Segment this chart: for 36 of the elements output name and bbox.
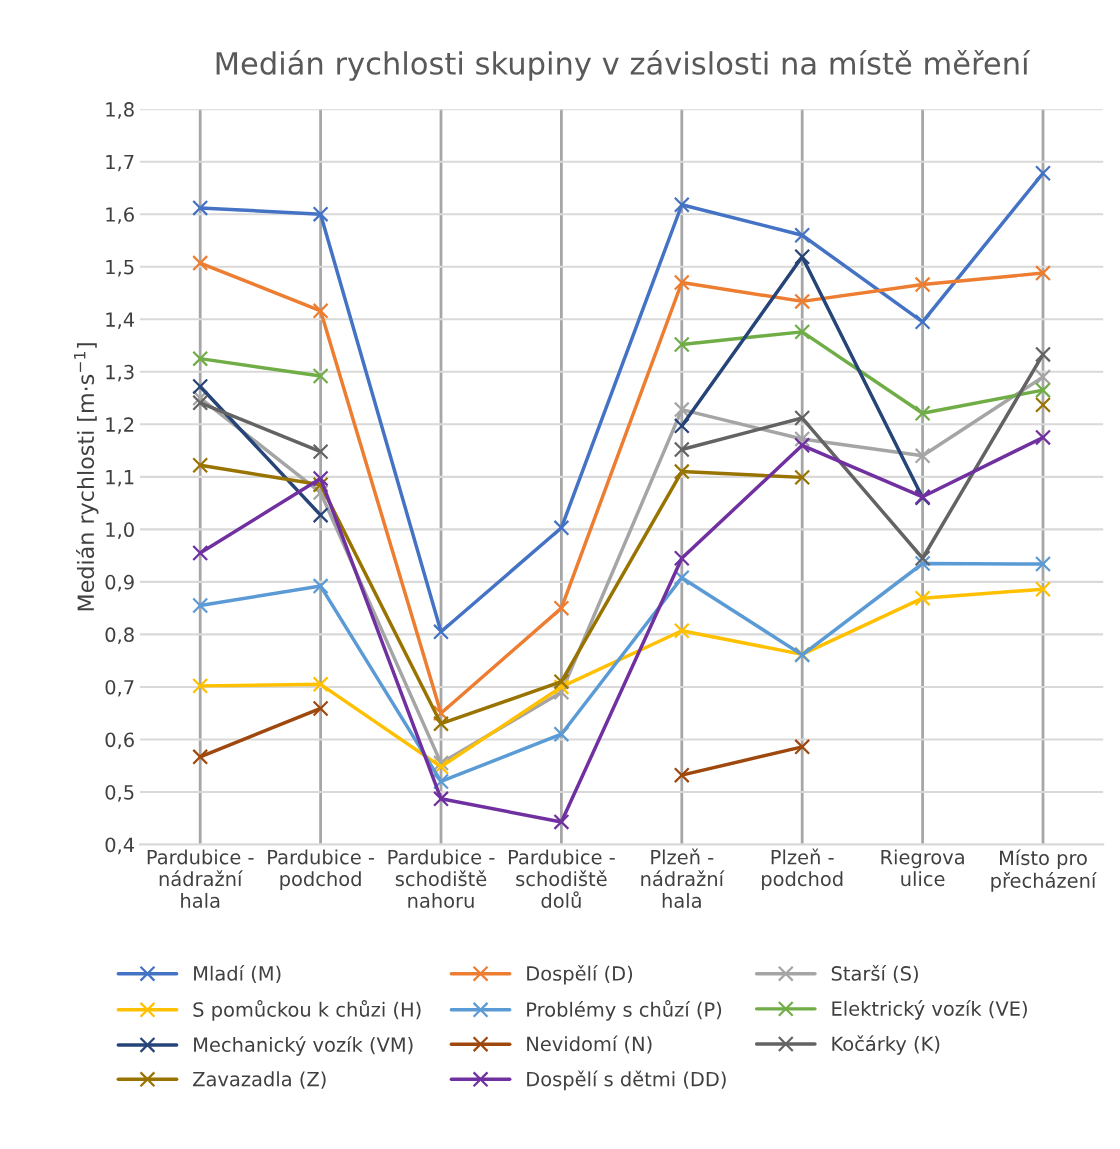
legend-label: Mladí (M) xyxy=(194,964,281,984)
y-tick-label: 1,7 xyxy=(106,154,134,172)
x-tick-label: Pardubice - schodiště dolů xyxy=(508,849,615,908)
x-tick-label: Pardubice - nádražní hala xyxy=(147,849,254,908)
y-tick-label: 1,6 xyxy=(106,207,134,224)
y-tick-label: 1,8 xyxy=(106,102,134,119)
y-tick-label: 1,3 xyxy=(106,364,134,382)
x-tick-label: Riegrova ulice xyxy=(881,849,964,887)
y-tick-label: 1,2 xyxy=(106,417,134,434)
x-tick-label: Pardubice - podchod xyxy=(268,849,374,890)
y-tick-label: 0,7 xyxy=(105,679,134,697)
legend-label: Nevidomí (N) xyxy=(527,1035,652,1054)
legend-label: Kočárky (K) xyxy=(832,1035,940,1055)
legend-label: Starší (S) xyxy=(831,964,918,984)
x-tick-label: Plzeň - podchod xyxy=(762,848,843,890)
y-tick-label: 1,4 xyxy=(106,312,135,329)
y-tick-label: 1,1 xyxy=(106,470,134,487)
y-tick-label: 1,5 xyxy=(106,259,134,277)
legend-label: Dospělí s dětmi (DD) xyxy=(527,1070,726,1091)
x-tick-label: Místo pro přecházení xyxy=(991,849,1097,892)
legend-label: Zavazadla (Z) xyxy=(193,1071,326,1089)
legend-label: Elektrický vozík (VE) xyxy=(832,1000,1027,1020)
legend-label: S pomůckou k chůzi (H) xyxy=(193,1000,421,1021)
y-tick-label: 0,9 xyxy=(105,574,134,592)
y-tick-label: 0,4 xyxy=(105,837,135,855)
legend-label: Problémy s chůzí (P) xyxy=(527,1000,722,1021)
y-tick-label: 0,5 xyxy=(105,784,134,802)
chart-title: Medián rychlosti skupiny v závislosti na místě měření xyxy=(216,49,1031,81)
y-tick-label: 0,6 xyxy=(105,732,134,750)
x-tick-label: Pardubice - schodiště nahoru xyxy=(388,849,495,908)
legend-label: Mechanický vozík (VM) xyxy=(194,1036,413,1056)
y-tick-label: 0,8 xyxy=(105,627,134,645)
x-tick-label: Plzeň - nádražní hala xyxy=(641,848,725,908)
y-axis-title: Medián rychlosti [m·s$^{−1}$] xyxy=(73,343,99,611)
y-tick-label: 1,0 xyxy=(106,522,134,540)
legend-label: Dospělí (D) xyxy=(527,964,633,985)
